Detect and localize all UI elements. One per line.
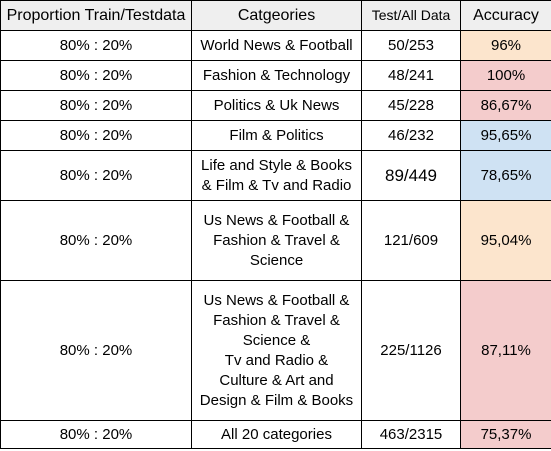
accuracy-cell: 95,65% <box>460 120 551 151</box>
accuracy-cell: 95,04% <box>460 200 551 281</box>
header-test-all-data: Test/All Data <box>361 0 461 31</box>
category-line: All 20 categories <box>221 426 332 443</box>
category-line: Design & Film & Books <box>199 391 354 409</box>
table-row: 80% : 20% Politics & Uk News 45/228 86,6… <box>0 90 551 121</box>
table-row: 80% : 20% All 20 categories 463/2315 75,… <box>0 420 551 449</box>
table-row: 80% : 20% Film & Politics 46/232 95,65% <box>0 120 551 151</box>
proportion-cell: 80% : 20% <box>0 200 192 281</box>
table-row: 80% : 20% Fashion & Technology 48/241 10… <box>0 60 551 91</box>
accuracy-cell: 87,11% <box>460 280 551 421</box>
proportion-cell: 80% : 20% <box>0 150 192 201</box>
test-all-cell: 45/228 <box>361 90 461 121</box>
category-line: Fashion & Technology <box>202 67 351 84</box>
test-all-cell: 50/253 <box>361 30 461 61</box>
table-row: 80% : 20% Us News & Football & Fashion &… <box>0 200 551 281</box>
category-line: Tv and Radio & <box>224 351 329 369</box>
category-line: Science & <box>242 331 311 349</box>
categories-cell: World News & Football <box>191 30 362 61</box>
accuracy-cell: 75,37% <box>460 420 551 449</box>
proportion-cell: 80% : 20% <box>0 90 192 121</box>
table-row: 80% : 20% World News & Football 50/253 9… <box>0 30 551 61</box>
test-all-cell: 48/241 <box>361 60 461 91</box>
accuracy-cell: 96% <box>460 30 551 61</box>
proportion-cell: 80% : 20% <box>0 120 192 151</box>
accuracy-cell: 86,67% <box>460 90 551 121</box>
categories-cell: Politics & Uk News <box>191 90 362 121</box>
category-line: Fashion & Travel & <box>213 311 340 329</box>
table-row: 80% : 20% Life and Style & Books & Film … <box>0 150 551 201</box>
proportion-cell: 80% : 20% <box>0 60 192 91</box>
accuracy-cell: 78,65% <box>460 150 551 201</box>
test-all-cell: 225/1126 <box>361 280 461 421</box>
categories-cell: Film & Politics <box>191 120 362 151</box>
test-all-cell: 463/2315 <box>361 420 461 449</box>
category-line: Science <box>249 251 304 269</box>
category-line: Film & Politics <box>229 127 324 144</box>
category-line: & Film & Tv and Radio <box>201 176 352 194</box>
test-all-cell: 121/609 <box>361 200 461 281</box>
proportion-cell: 80% : 20% <box>0 30 192 61</box>
accuracy-cell: 100% <box>460 60 551 91</box>
categories-cell: Fashion & Technology <box>191 60 362 91</box>
category-line: World News & Football <box>200 37 353 54</box>
proportion-cell: 80% : 20% <box>0 420 192 449</box>
categories-cell: Life and Style & Books & Film & Tv and R… <box>191 150 362 201</box>
header-categories: Catgeories <box>191 0 362 31</box>
table-row: 80% : 20% Us News & Football & Fashion &… <box>0 280 551 421</box>
categories-cell: Us News & Football & Fashion & Travel & … <box>191 200 362 281</box>
category-line: Us News & Football & <box>203 211 350 229</box>
test-all-cell: 46/232 <box>361 120 461 151</box>
category-line: Politics & Uk News <box>213 97 340 114</box>
category-line: Culture & Art and <box>219 371 334 389</box>
proportion-cell: 80% : 20% <box>0 280 192 421</box>
category-line: Life and Style & Books <box>201 156 352 174</box>
categories-cell: All 20 categories <box>191 420 362 449</box>
categories-cell: Us News & Football & Fashion & Travel & … <box>191 280 362 421</box>
header-proportion: Proportion Train/Testdata <box>0 0 192 31</box>
header-row: Proportion Train/Testdata Catgeories Tes… <box>0 0 551 31</box>
test-all-cell: 89/449 <box>361 150 461 201</box>
category-line: Fashion & Travel & <box>213 231 340 249</box>
header-accuracy: Accuracy <box>460 0 551 31</box>
category-line: Us News & Football & <box>203 291 350 309</box>
